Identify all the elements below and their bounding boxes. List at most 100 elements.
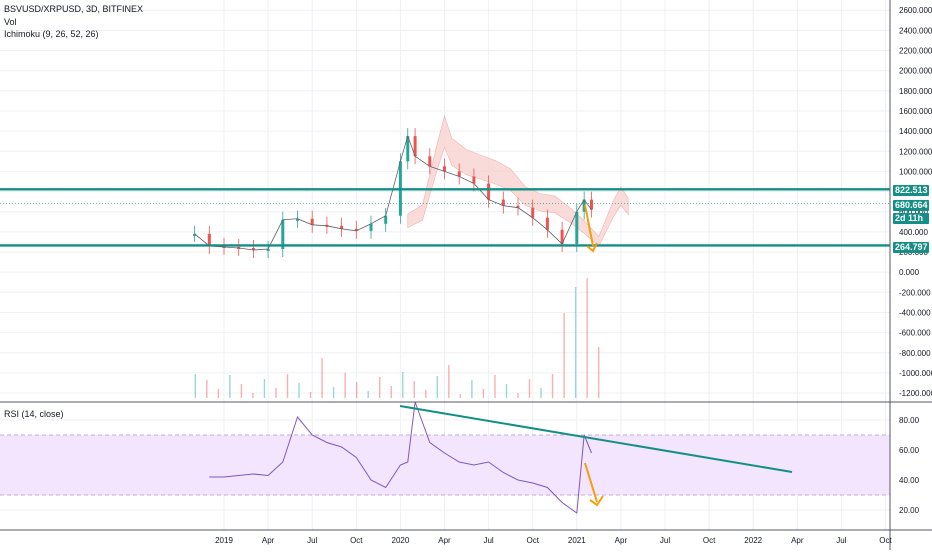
volume-bar [367, 391, 369, 398]
time-axis-label: Apr [615, 536, 628, 545]
price-axis-label: -200.000 [899, 288, 931, 297]
candle-body [296, 218, 299, 221]
price-axis-label: -600.000 [899, 329, 931, 338]
price-axis-label: 1600.000 [899, 107, 932, 116]
ichimoku-legend[interactable]: Ichimoku (9, 26, 52, 26) [4, 29, 99, 39]
volume-bar [425, 390, 427, 398]
candle-body [590, 199, 593, 210]
candle-body [369, 223, 373, 231]
time-axis-label: 2019 [215, 536, 233, 545]
time-axis-label: Apr [262, 536, 275, 545]
time-axis-label: Oct [350, 536, 363, 545]
volume-bar [332, 387, 335, 398]
candle-body [428, 156, 432, 167]
candle-body [310, 218, 314, 225]
price-axis-label: 2400.000 [899, 26, 932, 35]
time-axis-label: Apr [791, 536, 804, 545]
price-axis-label: 1200.000 [899, 147, 932, 156]
ichimoku-cloud [407, 114, 629, 247]
rsi-legend[interactable]: RSI (14, close) [4, 409, 64, 419]
volume-bar [402, 372, 404, 398]
volume-bar [252, 393, 254, 398]
volume-bar [540, 388, 542, 398]
rsi-band [0, 435, 890, 495]
volume-bar [263, 379, 266, 398]
rsi-line [209, 401, 592, 514]
candle-body [193, 233, 197, 236]
price-axis-label: -400.000 [899, 308, 931, 317]
candle-body [354, 228, 358, 231]
time-axis-label: Apr [438, 536, 451, 545]
price-axis-label: 400.000 [899, 228, 928, 237]
candle-body [413, 136, 417, 157]
volume-bar [321, 358, 323, 398]
price-axis-label: -1200.000 [899, 389, 932, 398]
volume-bar [494, 375, 496, 398]
volume-bar [597, 347, 600, 398]
candle-body [472, 176, 476, 184]
volume-bar [436, 376, 439, 398]
volume-bar [528, 379, 531, 398]
volume-legend[interactable]: Vol [4, 17, 17, 27]
candle-body [487, 183, 491, 200]
candle-body [207, 233, 211, 246]
price-tag-support: 264.797 [893, 242, 929, 253]
time-axis-label: 2022 [744, 536, 762, 545]
volume-bar [390, 386, 392, 398]
time-axis-label: 2021 [568, 536, 586, 545]
price-axis-label: 2200.000 [899, 47, 932, 56]
volume-bar [459, 394, 462, 398]
volume-bar [378, 377, 381, 398]
volume-bar [275, 388, 277, 398]
time-axis-label: Jul [836, 536, 846, 545]
volume-bar [229, 375, 231, 398]
candle-body [501, 199, 505, 206]
volume-bar [448, 365, 450, 398]
volume-bar [206, 380, 208, 398]
price-axis-label: 2600.000 [899, 6, 932, 15]
price-line [194, 134, 592, 251]
candle-body [443, 166, 446, 172]
price-axis-label: 600.000 [899, 208, 928, 217]
candle-body [531, 207, 535, 218]
symbol-legend[interactable]: BSVUSD/XRPUSD, 3D, BITFINEX [4, 4, 144, 14]
time-axis-label: Oct [526, 536, 539, 545]
candle-body [545, 217, 549, 230]
orange-arrow-rsi-head [589, 495, 604, 507]
price-tag-last: 680.664 [893, 200, 929, 211]
rsi-axis-label: 20.00 [899, 506, 920, 515]
rsi-trendline [399, 405, 793, 473]
volume-bar [482, 389, 485, 398]
volume-bar [309, 392, 312, 398]
price-axis-label: 1000.000 [899, 167, 932, 176]
candle-body [281, 219, 285, 249]
time-axis-label: Oct [703, 536, 716, 545]
price-axis-label: 1400.000 [899, 127, 932, 136]
volume-bar [586, 278, 588, 398]
candle-body [560, 229, 564, 244]
volume-bar [551, 374, 554, 398]
volume-bar [298, 383, 300, 398]
time-axis-label: 2020 [392, 536, 410, 545]
volume-bar [517, 393, 519, 398]
volume-bar [240, 384, 243, 398]
time-axis-label: Jul [660, 536, 670, 545]
volume-bar [413, 381, 415, 398]
candle-body [457, 171, 461, 177]
rsi-axis-label: 60.00 [899, 446, 920, 455]
candle-body [266, 248, 270, 251]
price-axis-label: 0.000 [899, 268, 920, 277]
candle-body [340, 225, 344, 229]
candle-body [406, 136, 410, 162]
candle-body [251, 247, 255, 250]
time-axis-label: Oct [879, 536, 892, 545]
rsi-axis-label: 80.00 [899, 416, 920, 425]
rsi-axis-label: 40.00 [899, 476, 920, 485]
volume-bar [563, 313, 565, 398]
time-axis-label: Jul [307, 536, 317, 545]
price-tag-countdown: 2d 11h [893, 213, 929, 224]
price-axis-label: -1000.000 [899, 369, 932, 378]
orange-arrow-rsi [584, 462, 598, 503]
